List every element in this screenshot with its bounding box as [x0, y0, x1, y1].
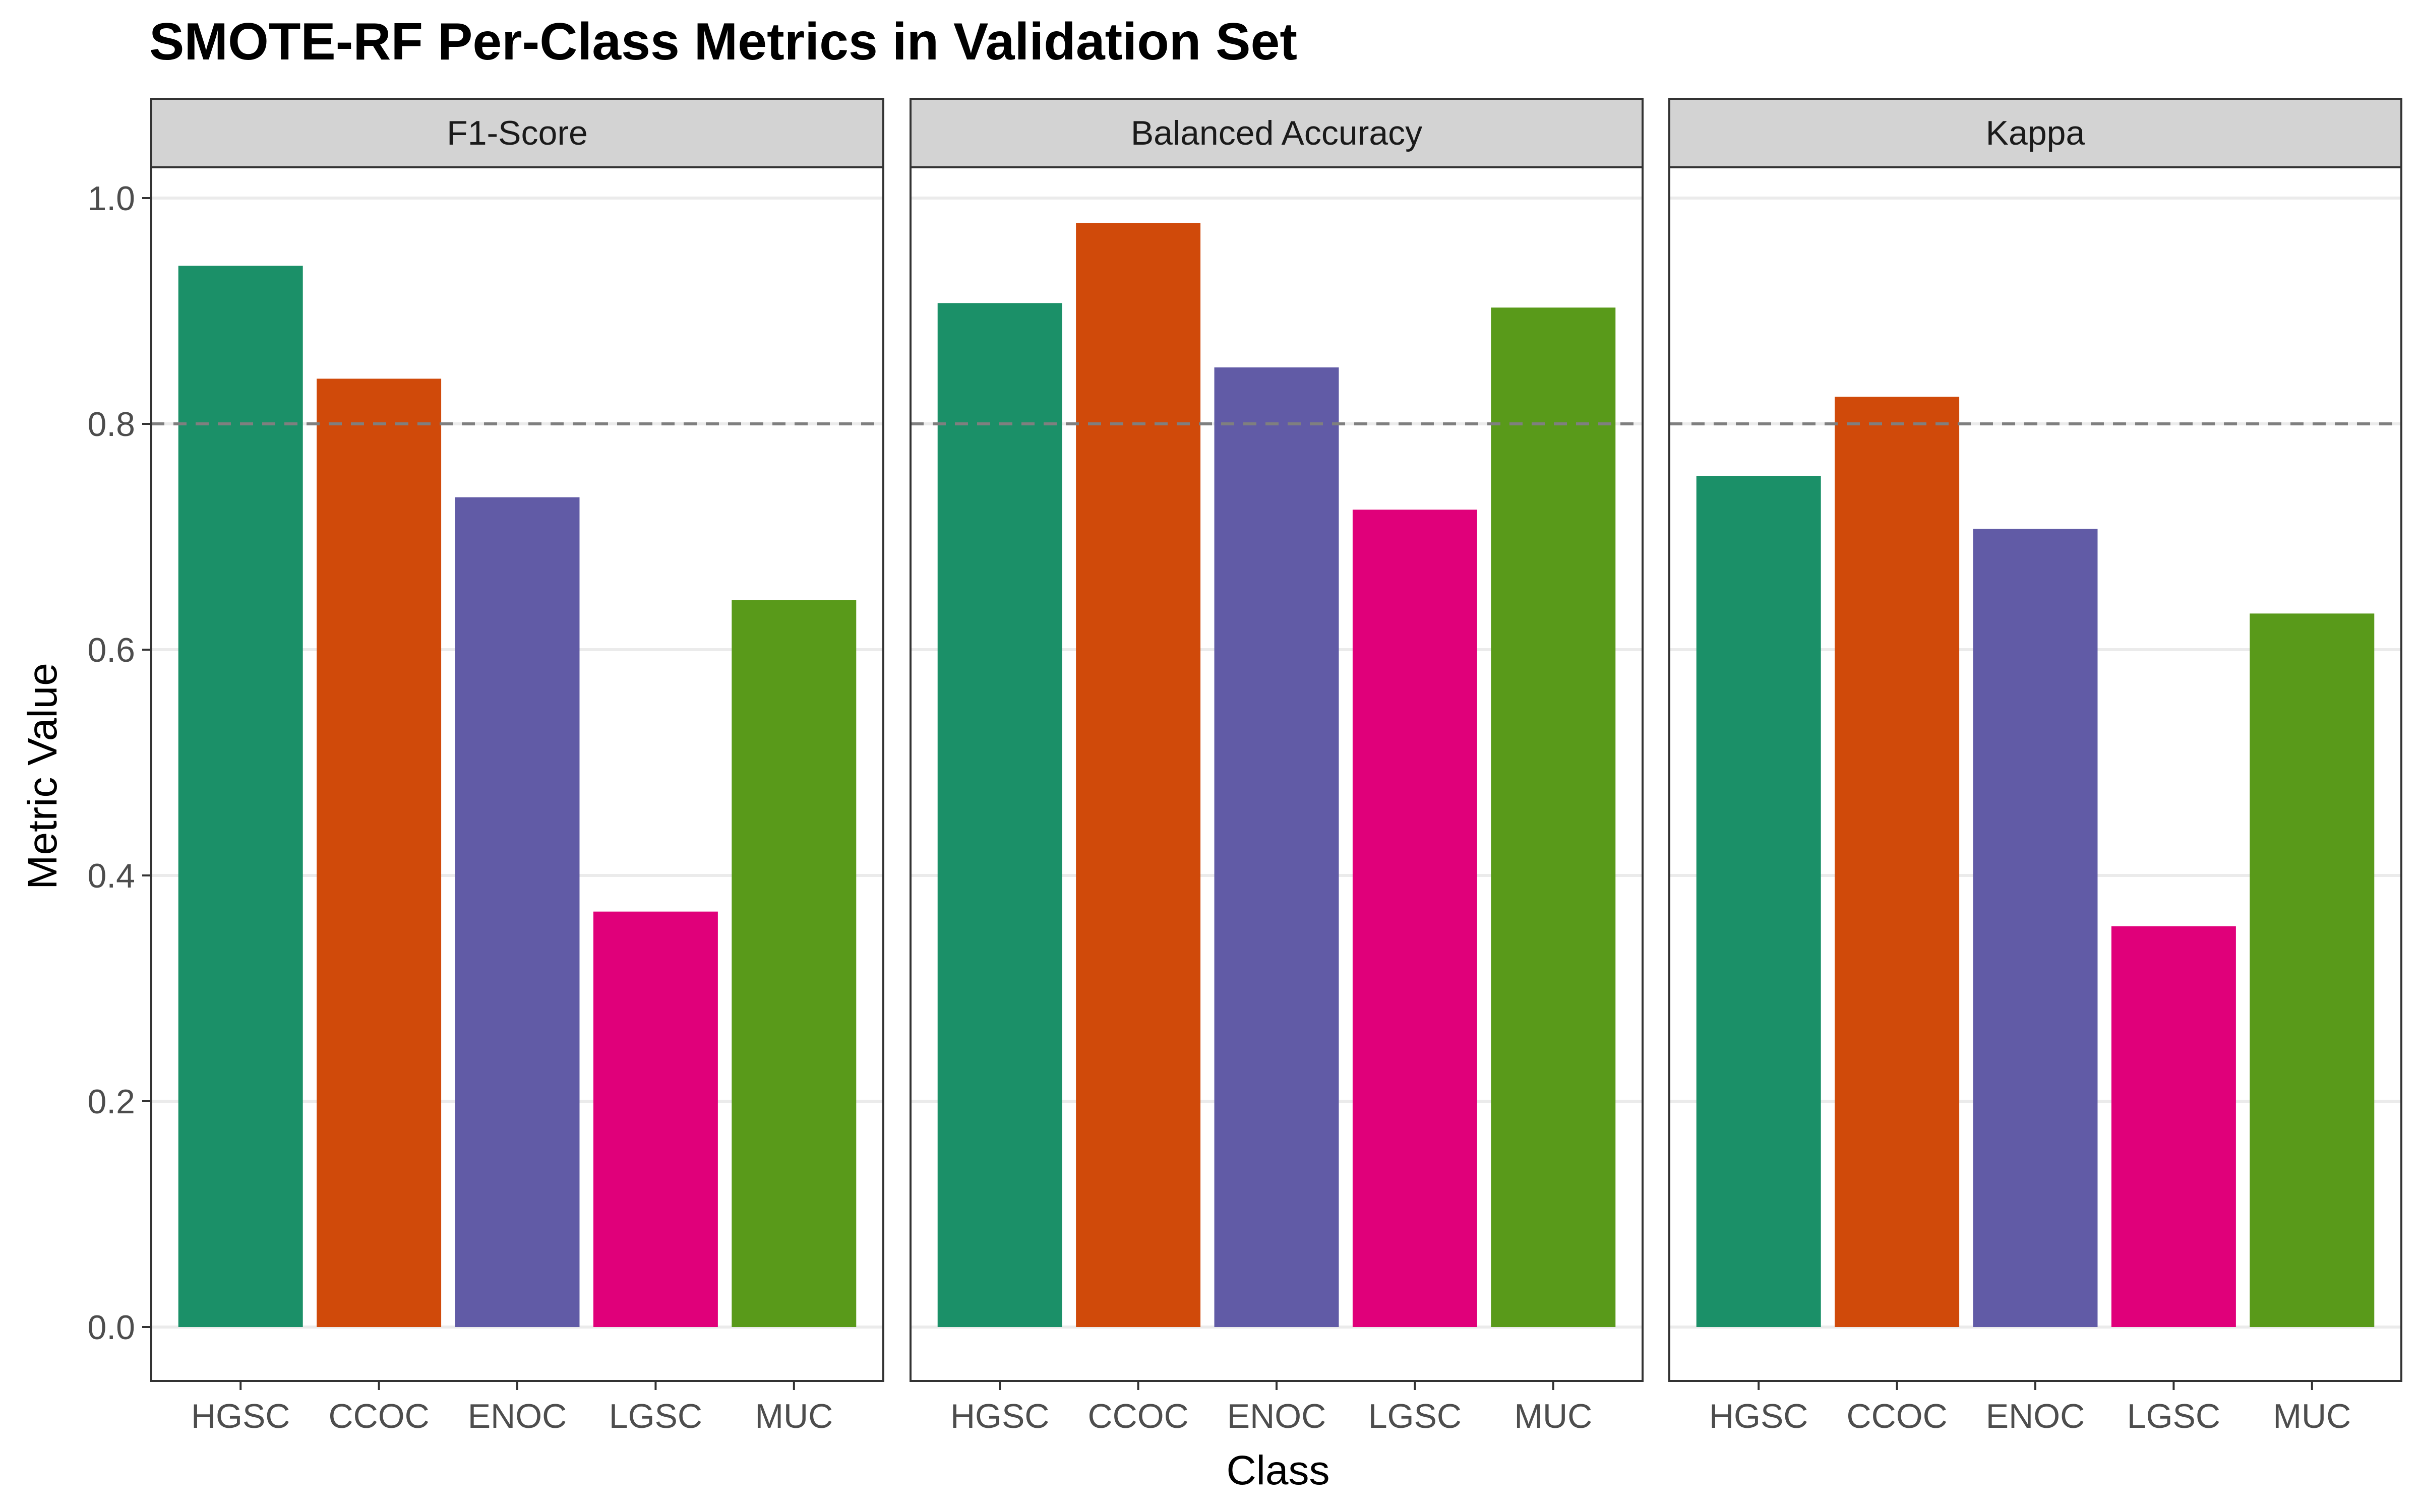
y-tick-label: 0.6 [87, 631, 135, 669]
y-tick-label: 0.8 [87, 405, 135, 444]
bar [1214, 367, 1339, 1327]
bar [732, 600, 857, 1327]
bar [1835, 397, 1960, 1327]
y-axis-title: Metric Value [20, 663, 66, 890]
chart-title: SMOTE-RF Per-Class Metrics in Validation… [149, 13, 1297, 71]
panel-strip-label: F1-Score [447, 114, 588, 152]
y-tick-label: 0.4 [87, 857, 135, 895]
x-tick-label: ENOC [1227, 1397, 1326, 1435]
x-tick-label: MUC [1514, 1397, 1592, 1435]
panel-strip-label: Balanced Accuracy [1131, 114, 1422, 152]
x-tick-label: HGSC [1709, 1397, 1808, 1435]
bar [2111, 926, 2236, 1327]
panel: F1-Score HGSC CCOC ENOC LGSC MUC [150, 98, 884, 1435]
y-tick-label: 1.0 [87, 179, 135, 218]
x-tick-label: LGSC [1368, 1397, 1462, 1435]
bar [937, 303, 1062, 1327]
x-tick-label: MUC [2273, 1397, 2351, 1435]
bar [1491, 307, 1616, 1327]
x-tick-label: LGSC [2127, 1397, 2220, 1435]
bar [2250, 613, 2375, 1327]
bar [1352, 510, 1477, 1327]
x-tick-label: HGSC [950, 1397, 1049, 1435]
x-tick-label: ENOC [1986, 1397, 2085, 1435]
bar [317, 379, 442, 1327]
y-tick-label: 0.2 [87, 1083, 135, 1121]
x-tick-label: CCOC [1087, 1397, 1188, 1435]
x-tick-label: LGSC [609, 1397, 702, 1435]
y-tick-label: 0.0 [87, 1308, 135, 1347]
x-axis-title: Class [1226, 1447, 1329, 1493]
x-tick-label: MUC [755, 1397, 833, 1435]
panel-strip [1668, 98, 2402, 168]
panel: Balanced Accuracy HGSC CCOC ENOC LGSC MUC [910, 98, 1644, 1435]
bar [1973, 529, 2098, 1327]
bar [1076, 223, 1201, 1327]
panel-strip [150, 98, 884, 168]
bar [178, 266, 303, 1328]
panel: Kappa HGSC CCOC ENOC LGSC MUC [1668, 98, 2402, 1435]
panel-strip [910, 98, 1644, 168]
x-tick-label: CCOC [1846, 1397, 1947, 1435]
y-axis: 0.0 0.2 0.4 0.6 0.8 1.0 [87, 179, 151, 1347]
panel-strip-label: Kappa [1986, 114, 2085, 152]
bar [1696, 476, 1821, 1327]
x-tick-label: ENOC [468, 1397, 567, 1435]
bar [455, 497, 580, 1327]
x-tick-label: CCOC [328, 1397, 429, 1435]
x-tick-label: HGSC [191, 1397, 290, 1435]
bar [593, 911, 718, 1327]
